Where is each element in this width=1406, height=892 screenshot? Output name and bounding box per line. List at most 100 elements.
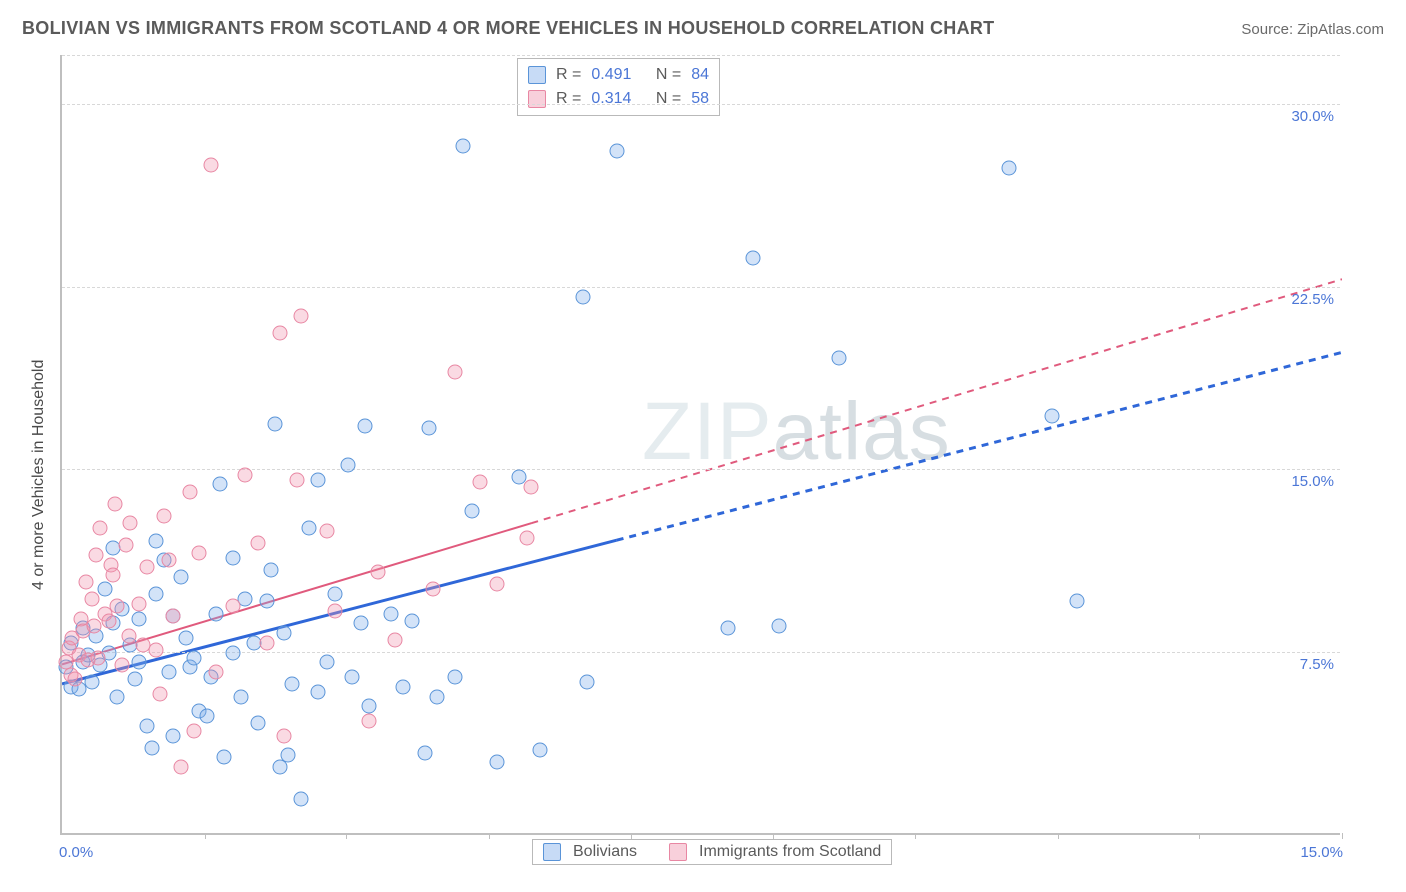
data-point-scotland (524, 479, 539, 494)
data-point-bolivians (1070, 594, 1085, 609)
x-tick-mark (773, 833, 774, 839)
gridline (62, 287, 1340, 288)
data-point-bolivians (720, 621, 735, 636)
legend-label-scotland: Immigrants from Scotland (699, 843, 881, 861)
data-point-bolivians (447, 670, 462, 685)
data-point-bolivians (225, 645, 240, 660)
data-point-scotland (238, 467, 253, 482)
x-tick-mark (205, 833, 206, 839)
y-tick-label: 30.0% (1291, 108, 1334, 125)
n-value-bolivians: 84 (691, 63, 709, 87)
chart-container: { "title": "BOLIVIAN VS IMMIGRANTS FROM … (0, 0, 1406, 892)
data-point-bolivians (140, 718, 155, 733)
data-point-bolivians (311, 472, 326, 487)
data-point-scotland (289, 472, 304, 487)
stats-legend-box: R = 0.491 N = 84 R = 0.314 N = 58 (517, 58, 720, 116)
legend-swatch-bolivians (528, 66, 546, 84)
data-point-bolivians (532, 743, 547, 758)
data-point-scotland (106, 567, 121, 582)
x-tick-mark (915, 833, 916, 839)
x-tick-mark (1342, 833, 1343, 839)
source-prefix: Source: (1241, 21, 1297, 38)
gridline (62, 469, 1340, 470)
data-point-scotland (191, 545, 206, 560)
data-point-bolivians (131, 655, 146, 670)
data-point-scotland (119, 538, 134, 553)
x-tick-right: 15.0% (1300, 844, 1343, 861)
data-point-bolivians (127, 672, 142, 687)
stats-row-scotland: R = 0.314 N = 58 (528, 87, 709, 111)
y-tick-label: 22.5% (1291, 291, 1334, 308)
chart-title: BOLIVIAN VS IMMIGRANTS FROM SCOTLAND 4 O… (22, 18, 994, 39)
data-point-scotland (67, 672, 82, 687)
data-point-scotland (148, 643, 163, 658)
data-point-bolivians (234, 689, 249, 704)
data-point-scotland (447, 365, 462, 380)
data-point-scotland (319, 523, 334, 538)
data-point-bolivians (225, 550, 240, 565)
data-point-bolivians (353, 616, 368, 631)
data-point-scotland (84, 592, 99, 607)
data-point-scotland (251, 535, 266, 550)
legend-label-bolivians: Bolivians (573, 843, 637, 861)
data-point-bolivians (212, 477, 227, 492)
x-tick-mark (1199, 833, 1200, 839)
legend-swatch-bolivians-b (543, 843, 561, 861)
data-point-bolivians (238, 592, 253, 607)
legend-swatch-scotland (528, 90, 546, 108)
watermark: ZIPatlas (642, 385, 951, 479)
data-point-bolivians (771, 618, 786, 633)
data-point-scotland (204, 158, 219, 173)
data-point-scotland (208, 665, 223, 680)
data-point-scotland (183, 484, 198, 499)
bottom-legend: Bolivians Immigrants from Scotland (532, 839, 892, 865)
data-point-scotland (490, 577, 505, 592)
data-point-bolivians (345, 670, 360, 685)
plot-area: ZIPatlas R = 0.491 N = 84 R = 0.314 N = (60, 55, 1340, 835)
x-tick-left: 0.0% (59, 844, 93, 861)
stats-row-bolivians: R = 0.491 N = 84 (528, 63, 709, 87)
data-point-scotland (328, 604, 343, 619)
data-point-scotland (121, 628, 136, 643)
data-point-scotland (370, 565, 385, 580)
data-point-bolivians (319, 655, 334, 670)
data-point-scotland (87, 618, 102, 633)
data-point-scotland (259, 635, 274, 650)
n-value-scotland: 58 (691, 87, 709, 111)
gridline (62, 55, 1340, 56)
data-point-bolivians (174, 570, 189, 585)
data-point-scotland (107, 496, 122, 511)
data-point-bolivians (208, 606, 223, 621)
data-point-bolivians (311, 684, 326, 699)
data-point-bolivians (746, 250, 761, 265)
data-point-scotland (131, 596, 146, 611)
data-point-bolivians (464, 504, 479, 519)
data-point-scotland (362, 713, 377, 728)
data-point-scotland (90, 650, 105, 665)
x-tick-mark (346, 833, 347, 839)
data-point-bolivians (148, 533, 163, 548)
data-point-bolivians (340, 457, 355, 472)
data-point-scotland (114, 657, 129, 672)
trend-line-bolivians-dashed (617, 352, 1342, 540)
r-label: R = (556, 87, 581, 111)
data-point-bolivians (264, 562, 279, 577)
r-value-bolivians: 0.491 (591, 63, 631, 87)
data-point-bolivians (178, 631, 193, 646)
data-point-scotland (174, 760, 189, 775)
data-point-bolivians (302, 521, 317, 536)
x-tick-mark (489, 833, 490, 839)
data-point-bolivians (609, 143, 624, 158)
data-point-bolivians (404, 613, 419, 628)
data-point-scotland (426, 582, 441, 597)
data-point-scotland (123, 516, 138, 531)
data-point-scotland (187, 723, 202, 738)
data-point-scotland (78, 574, 93, 589)
data-point-bolivians (200, 709, 215, 724)
title-bar: BOLIVIAN VS IMMIGRANTS FROM SCOTLAND 4 O… (22, 18, 1384, 39)
data-point-scotland (89, 548, 104, 563)
data-point-bolivians (1002, 160, 1017, 175)
data-point-bolivians (165, 728, 180, 743)
data-point-bolivians (97, 582, 112, 597)
data-point-scotland (93, 521, 108, 536)
